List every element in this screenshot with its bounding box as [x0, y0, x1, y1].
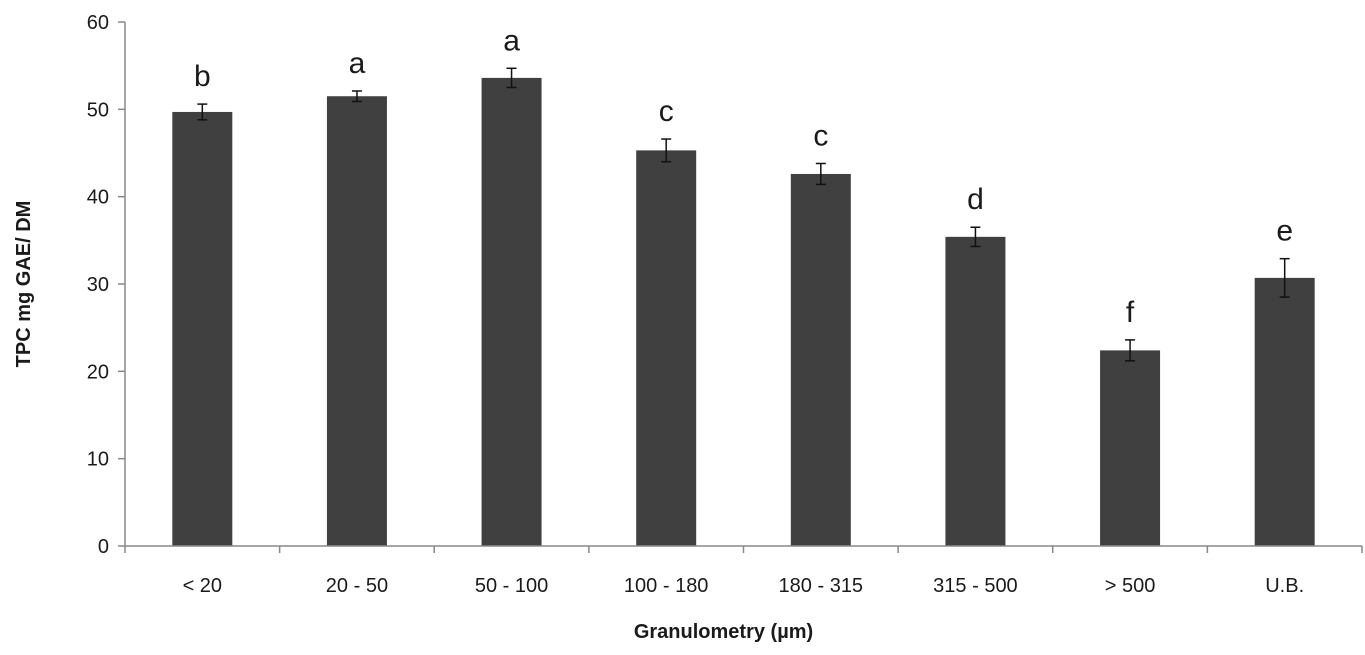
significance-letter: d: [967, 183, 984, 216]
significance-letter: e: [1276, 215, 1293, 248]
x-axis-ticks: < 20 20 - 50 50 - 100 100 - 180 180 - 315 315…: [124, 546, 1363, 597]
y-axis-ticks: 0 10 20 30 40 50 60: [87, 12, 125, 558]
y-tick-label: 0: [98, 536, 109, 558]
y-tick-label: 30: [87, 274, 109, 296]
error-bar: [1279, 257, 1290, 298]
bar: [481, 77, 542, 546]
bar: [1254, 277, 1315, 546]
error-bar: [351, 90, 362, 103]
significance-letter: a: [349, 47, 366, 80]
significance-letters-group: b a a c c d f e: [194, 24, 1293, 329]
error-bar: [197, 103, 208, 121]
bar: [326, 96, 387, 546]
x-tick-label: 20 - 50: [326, 575, 388, 597]
significance-letter: a: [503, 24, 520, 57]
y-tick-label: 10: [87, 449, 109, 471]
x-tick-label: 100 - 180: [624, 575, 709, 597]
significance-letter: b: [194, 60, 211, 93]
bar: [636, 150, 697, 546]
significance-letter: f: [1126, 296, 1135, 329]
x-tick-label: 315 - 500: [933, 575, 1018, 597]
y-axis-title: TPC mg GAE/ DM: [13, 201, 35, 368]
error-bar: [970, 226, 981, 248]
x-tick-label: U.B.: [1265, 575, 1304, 597]
y-tick-label: 20: [87, 361, 109, 383]
bar: [1100, 350, 1161, 546]
error-bars-group: [197, 67, 1290, 362]
y-tick-label: 60: [87, 12, 109, 34]
error-bar: [1125, 339, 1136, 362]
significance-letter: c: [659, 95, 674, 128]
significance-letter: c: [813, 119, 828, 152]
error-bar: [506, 67, 517, 89]
bars-group: [172, 77, 1315, 546]
error-bar: [661, 138, 672, 163]
y-tick-label: 50: [87, 99, 109, 121]
x-tick-label: 180 - 315: [779, 575, 864, 597]
x-tick-label: < 20: [183, 575, 222, 597]
x-axis-title: Granulometry (µm): [634, 621, 813, 643]
bar: [790, 173, 851, 546]
bar: [945, 236, 1006, 546]
x-tick-label: 50 - 100: [475, 575, 548, 597]
bar: [172, 111, 233, 546]
error-bar: [815, 162, 826, 186]
x-tick-label: > 500: [1105, 575, 1156, 597]
y-tick-label: 40: [87, 187, 109, 209]
